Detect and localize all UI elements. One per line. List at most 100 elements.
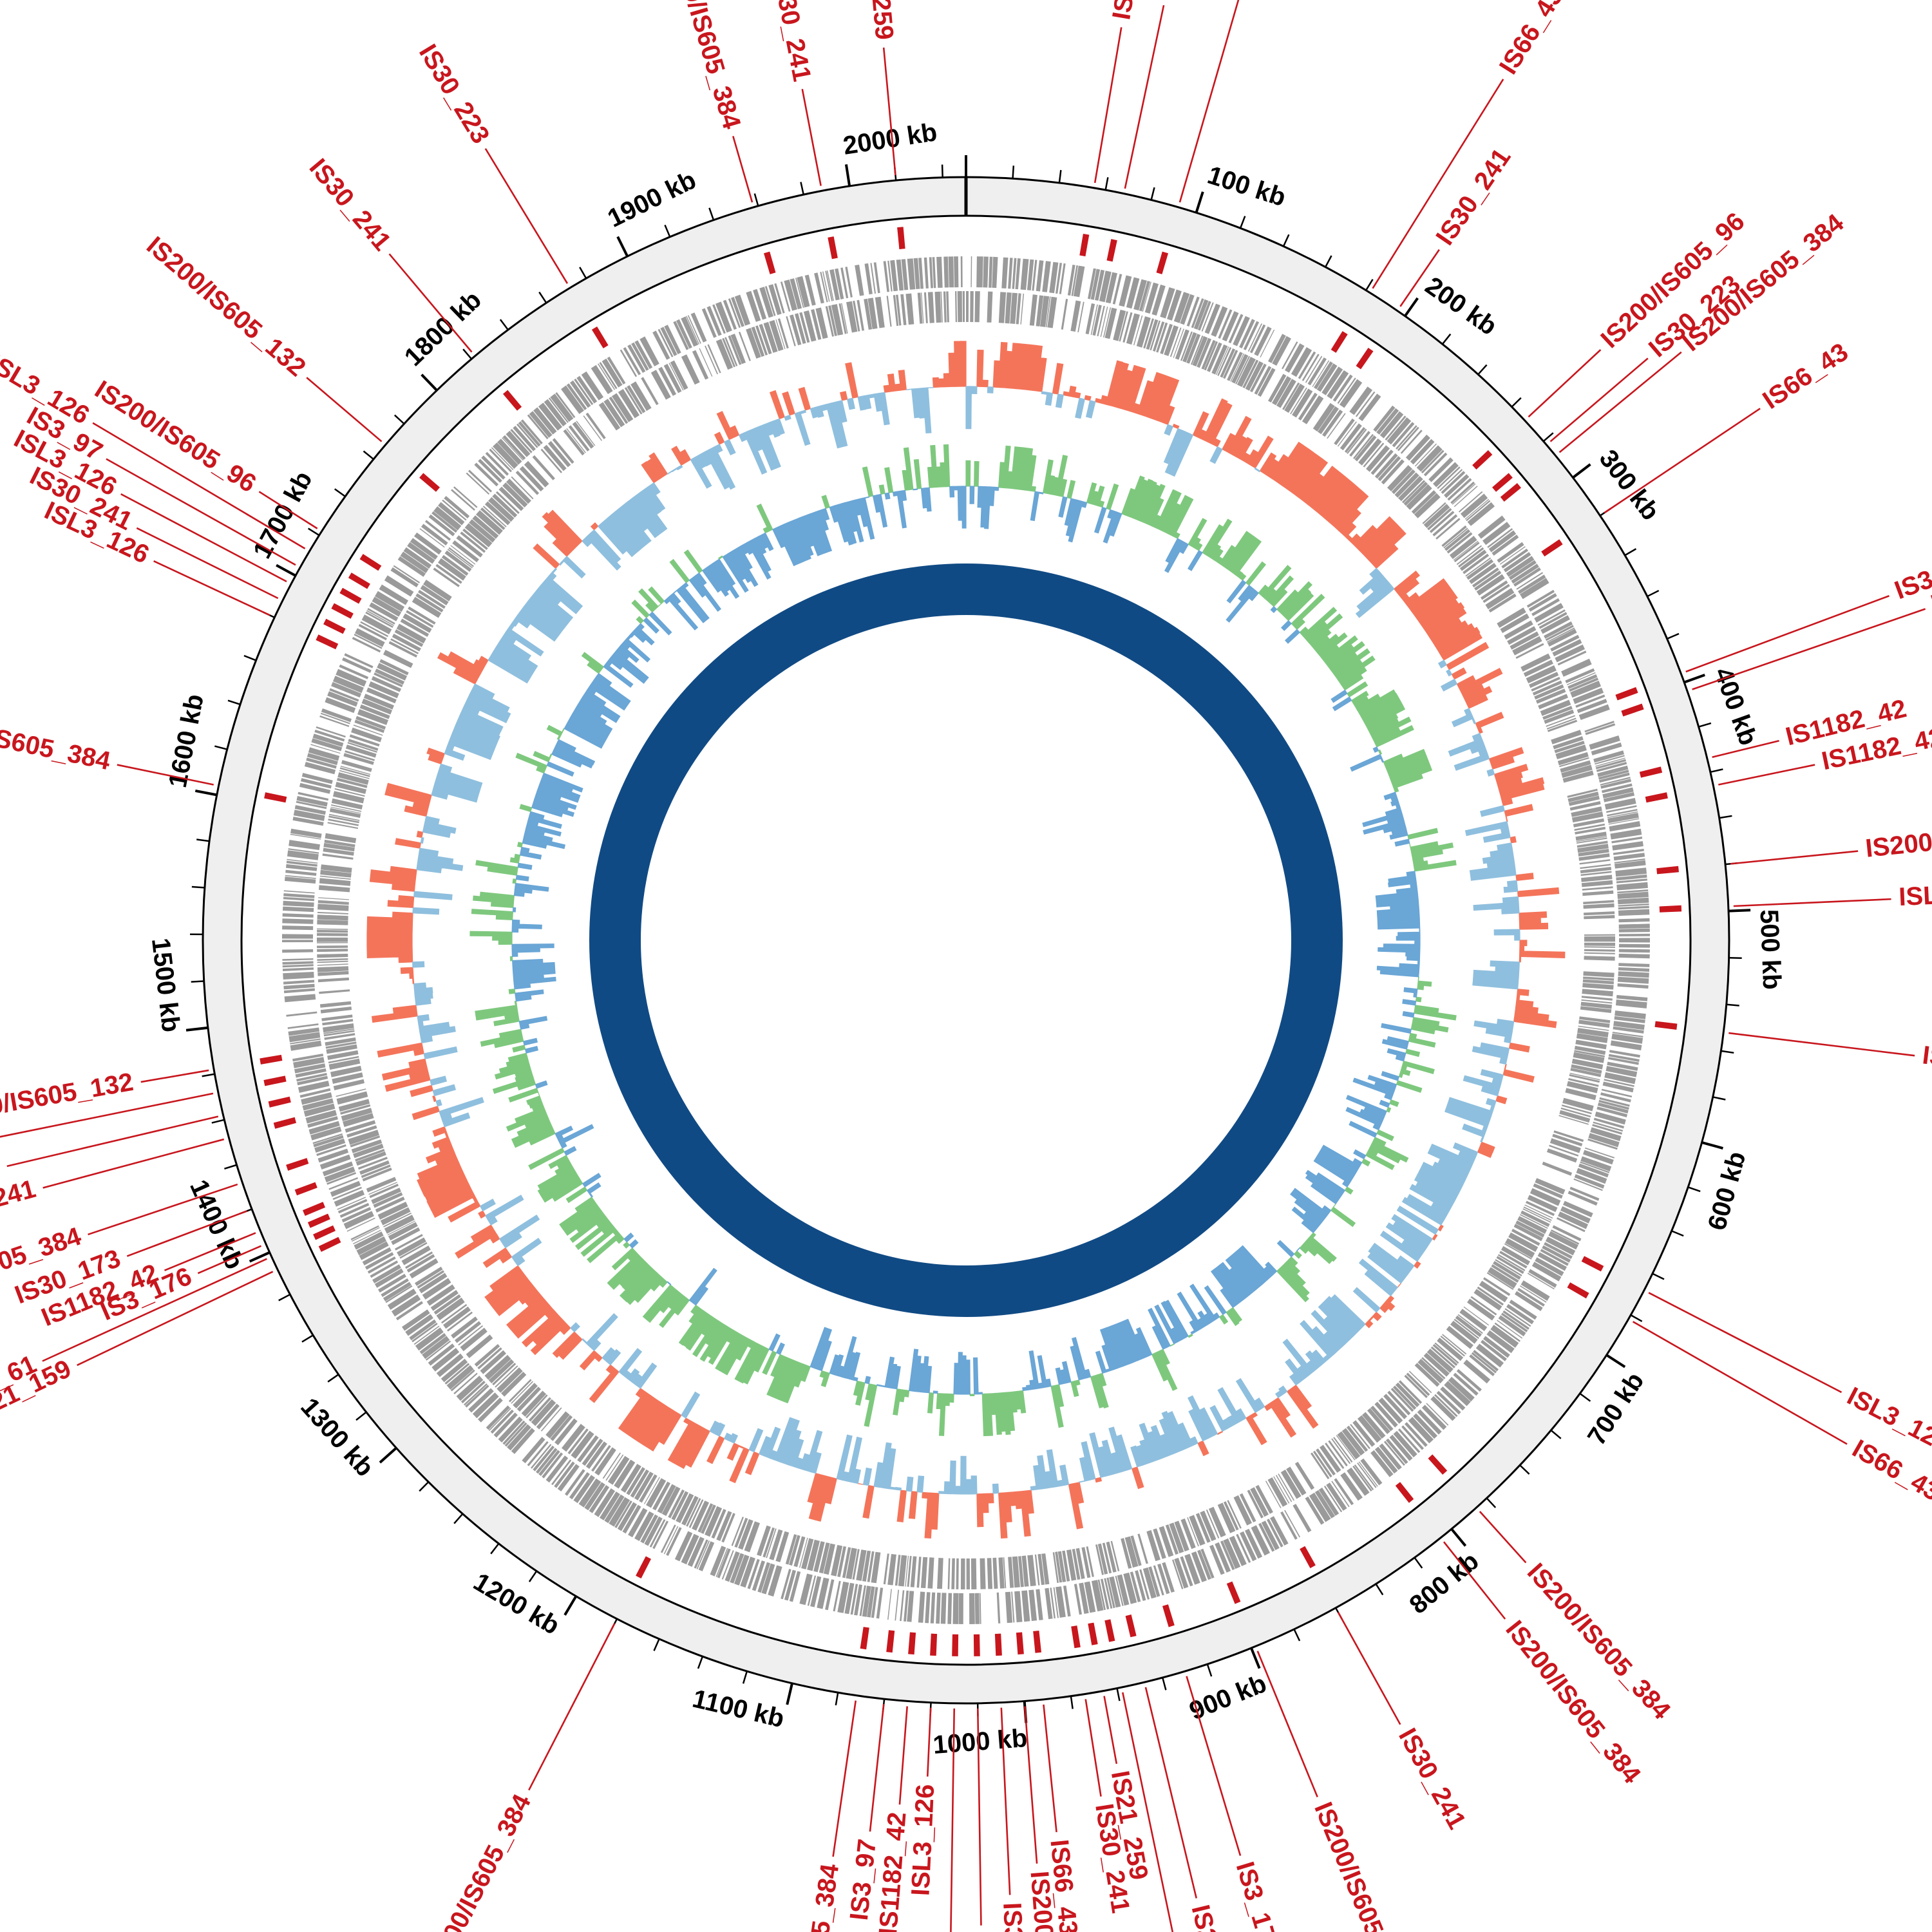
is-element-marker[interactable] (318, 1236, 341, 1252)
is-element-label[interactable]: ISL3_126 (906, 1784, 940, 1897)
is-element-marker[interactable] (323, 618, 346, 634)
is-element-marker[interactable] (1492, 473, 1513, 492)
cds-feature-forward (1117, 1574, 1130, 1606)
is-element-marker[interactable] (303, 1202, 325, 1216)
is-element-marker[interactable] (1016, 1632, 1024, 1655)
is-element-marker[interactable] (1659, 905, 1682, 913)
is-element-label[interactable]: IS200/IS605_384 (421, 1790, 537, 1932)
cds-feature-forward (723, 299, 737, 330)
is-element-marker[interactable] (764, 251, 776, 274)
is-element-marker[interactable] (268, 1096, 291, 1108)
is-element-marker[interactable] (1615, 687, 1638, 701)
cds-feature-forward (890, 260, 898, 292)
is-element-marker[interactable] (636, 1556, 651, 1579)
is-element-marker[interactable] (1300, 1546, 1316, 1569)
is-element-marker[interactable] (359, 554, 382, 571)
cds-feature-forward (520, 419, 543, 444)
is-element-marker[interactable] (260, 1054, 283, 1065)
is-element-marker[interactable] (339, 587, 362, 604)
is-element-label[interactable]: IS200/IS605_384 (1309, 1798, 1410, 1932)
is-element-marker[interactable] (886, 1630, 895, 1653)
is-element-marker[interactable] (1226, 1581, 1241, 1604)
is-element-marker[interactable] (313, 1225, 336, 1240)
is-element-label[interactable]: IS200/IS605_384 (1107, 0, 1168, 22)
is-element-marker[interactable] (897, 227, 905, 249)
is-element-label[interactable]: IS200/IS605_384 (1500, 1615, 1646, 1789)
is-element-marker[interactable] (952, 1634, 959, 1656)
is-element-marker[interactable] (1356, 348, 1374, 370)
cds-feature-forward (419, 528, 445, 548)
is-element-marker[interactable] (419, 473, 440, 492)
is-element-marker[interactable] (1104, 1619, 1115, 1642)
is-element-marker[interactable] (273, 1117, 296, 1129)
is-element-marker[interactable] (1541, 539, 1563, 557)
is-element-label[interactable]: IS30_241 (304, 153, 397, 256)
is-element-marker[interactable] (348, 573, 370, 589)
is-element-marker[interactable] (1033, 1631, 1041, 1653)
is-element-label[interactable]: IS3_176 (1231, 1859, 1285, 1932)
is-element-marker[interactable] (307, 1213, 330, 1228)
is-element-marker[interactable] (1654, 1021, 1678, 1030)
is-element-marker[interactable] (1079, 234, 1090, 257)
is-element-marker[interactable] (1639, 766, 1663, 778)
is-element-marker[interactable] (973, 1634, 980, 1656)
is-element-marker[interactable] (994, 1633, 1002, 1656)
is-element-marker[interactable] (1656, 866, 1679, 875)
is-element-marker[interactable] (1581, 1256, 1604, 1272)
is-element-label[interactable]: IS30_241 (768, 0, 817, 84)
is-element-marker[interactable] (316, 634, 339, 650)
is-element-marker[interactable] (503, 390, 522, 411)
is-element-marker[interactable] (1428, 1454, 1448, 1475)
is-element-marker[interactable] (1125, 1615, 1137, 1638)
cds-feature-forward (712, 304, 726, 334)
is-element-marker[interactable] (1088, 1622, 1098, 1645)
is-element-marker[interactable] (1500, 483, 1521, 502)
is-element-marker[interactable] (1621, 703, 1644, 717)
is-element-label[interactable]: IS200/IS605_384 (788, 1862, 844, 1932)
is-element-marker[interactable] (1472, 450, 1493, 470)
is-element-marker[interactable] (286, 1158, 309, 1171)
is-element-label[interactable]: IS30_241 (998, 1902, 1031, 1932)
cds-feature-reverse (1573, 818, 1604, 828)
is-element-marker[interactable] (591, 327, 609, 348)
is-element-marker[interactable] (908, 1632, 916, 1655)
is-element-label[interactable]: IS30_241 (1430, 144, 1516, 251)
is-element-label[interactable]: IS200/IS605_384 (1864, 815, 1932, 863)
is-element-marker[interactable] (263, 1075, 287, 1086)
is-element-marker[interactable] (1395, 1482, 1414, 1503)
is-element-marker[interactable] (264, 792, 287, 803)
is-element-label[interactable]: IS21_259 (860, 0, 899, 41)
is-element-label[interactable]: IS200/IS605_384 (1921, 1041, 1932, 1093)
cds-feature-reverse (324, 839, 355, 848)
is-element-marker[interactable] (1071, 1625, 1081, 1649)
is-element-marker[interactable] (1162, 1604, 1175, 1627)
is-element-marker[interactable] (860, 1627, 869, 1650)
is-element-label[interactable]: IS66_43 (1757, 337, 1853, 414)
axis-tick-label: 1100 kb (690, 1685, 787, 1734)
is-element-marker[interactable] (828, 236, 838, 260)
is-element-label[interactable]: IS200/IS605_384 (1522, 1558, 1676, 1725)
is-element-label[interactable]: IS30_223 (413, 39, 495, 148)
is-element-marker[interactable] (1156, 251, 1169, 274)
is-element-label[interactable]: IS200/IS605_384 (1678, 208, 1850, 357)
is-element-label[interactable]: ISL3_126 (1898, 878, 1932, 911)
cds-feature-forward (862, 1586, 871, 1617)
is-element-label[interactable]: IS21_259 (0, 1153, 3, 1206)
is-element-label[interactable]: IS66_43 (1494, 0, 1569, 79)
is-element-marker[interactable] (1567, 1282, 1589, 1299)
cds-feature-forward (1298, 351, 1316, 379)
is-element-marker[interactable] (331, 603, 354, 619)
is-element-label[interactable]: IS30_241 (0, 1175, 39, 1231)
is-element-marker[interactable] (1331, 331, 1348, 353)
is-element-label[interactable]: IS30_241 (1393, 1723, 1471, 1833)
is-element-marker[interactable] (1106, 239, 1117, 262)
is-element-marker[interactable] (294, 1182, 317, 1196)
is-element-label[interactable]: IS200/IS605_132 (0, 1068, 135, 1130)
is-element-label[interactable]: IS200/IS605_384 (0, 708, 113, 776)
is-element-label[interactable]: IS200/IS605_132 (141, 231, 311, 382)
is-element-label[interactable]: IS1182_42 (874, 1811, 912, 1932)
is-element-label[interactable]: IS200/IS605_384 (663, 0, 746, 133)
is-element-marker[interactable] (1645, 792, 1668, 803)
is-element-marker[interactable] (930, 1633, 938, 1656)
is-element-label[interactable]: IS3_97 (1891, 550, 1932, 605)
